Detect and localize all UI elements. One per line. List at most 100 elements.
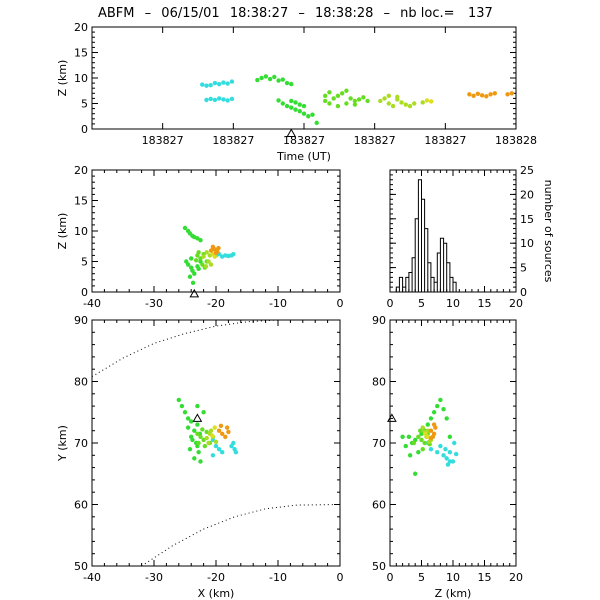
source-point xyxy=(293,107,298,112)
source-point xyxy=(206,440,211,446)
y-tick-label: 10 xyxy=(74,225,88,238)
source-point xyxy=(212,80,218,86)
source-point xyxy=(335,103,341,109)
source-point xyxy=(259,75,264,81)
source-point xyxy=(420,446,425,452)
source-point xyxy=(231,440,236,446)
time_height-panel: 0 5 10 15 20 Z (km) Time (UT) 183827 183827 18382… xyxy=(56,21,537,163)
x-tick-label: -20 xyxy=(207,297,225,310)
y-tick-label: 0 xyxy=(520,286,527,299)
source-point xyxy=(419,437,424,443)
source-point xyxy=(361,95,366,100)
x-tick-label: 183827 xyxy=(212,134,254,147)
source-point xyxy=(216,428,222,433)
source-point xyxy=(212,425,217,430)
source-point xyxy=(428,416,434,421)
x-tick-label: 5 xyxy=(418,571,425,584)
source-point xyxy=(204,97,209,103)
source-point xyxy=(233,450,239,455)
altitude_histogram-ylabel: number of sources xyxy=(542,180,555,283)
source-point xyxy=(276,78,281,83)
source-point xyxy=(431,422,437,427)
source-point xyxy=(210,433,215,438)
source-point xyxy=(267,76,273,82)
source-point xyxy=(435,450,440,455)
source-point xyxy=(479,93,485,98)
source-point xyxy=(263,74,269,79)
source-point xyxy=(416,434,421,440)
source-point xyxy=(276,98,281,103)
source-point xyxy=(443,446,448,452)
source-point xyxy=(217,81,222,87)
source-point xyxy=(306,114,311,119)
source-point xyxy=(488,92,493,97)
x-tick-label: 0 xyxy=(387,571,394,584)
source-point xyxy=(420,425,425,430)
figure-title: ABFM – 06/15/01 18:38:27 – 18:38:28 – nb… xyxy=(98,6,493,21)
source-point xyxy=(411,440,417,446)
source-point xyxy=(202,443,208,449)
source-point xyxy=(447,450,453,455)
source-point xyxy=(444,456,449,461)
source-point xyxy=(189,256,194,261)
source-point xyxy=(284,103,290,109)
source-point xyxy=(179,403,185,409)
source-point xyxy=(484,94,489,99)
source-point xyxy=(223,434,228,440)
station-marker-icon xyxy=(192,413,203,422)
yz_projection-xlabel: Z (km) xyxy=(435,587,472,600)
source-point xyxy=(323,98,328,104)
station-marker-icon xyxy=(387,413,397,422)
x-tick-label: -40 xyxy=(83,297,101,310)
source-point xyxy=(447,459,453,464)
y-tick-label: 20 xyxy=(74,21,88,34)
source-point xyxy=(441,406,446,412)
source-point xyxy=(192,456,197,461)
y-tick-label: 20 xyxy=(520,188,534,201)
source-point xyxy=(221,97,226,102)
yz_projection-panel: 50 60 70 80 90 0 5 10 15 20 Z (km) xyxy=(372,314,523,600)
source-point xyxy=(428,446,434,452)
source-point xyxy=(412,101,417,106)
y-tick-label: 60 xyxy=(372,499,386,512)
source-point xyxy=(289,81,294,87)
source-point xyxy=(382,96,387,101)
source-point xyxy=(213,250,219,256)
x-tick-label: 20 xyxy=(509,571,523,584)
source-point xyxy=(185,425,191,430)
source-point xyxy=(407,453,413,458)
title-start-time: 18:38:27 xyxy=(230,6,288,21)
source-point xyxy=(327,90,332,95)
title-station: ABFM xyxy=(98,6,135,21)
y-tick-label: 0 xyxy=(81,123,88,136)
source-point xyxy=(187,274,193,279)
source-point xyxy=(280,77,285,82)
source-point xyxy=(390,103,396,109)
y-tick-label: 20 xyxy=(74,164,88,177)
source-point xyxy=(196,266,201,272)
source-point xyxy=(198,434,203,440)
source-point xyxy=(424,98,430,103)
source-point xyxy=(431,410,437,415)
source-point xyxy=(395,94,400,100)
source-point xyxy=(204,435,209,441)
source-point xyxy=(204,250,209,255)
source-point xyxy=(208,428,214,433)
source-point xyxy=(225,81,230,86)
x-tick-label: -40 xyxy=(83,571,101,584)
source-point xyxy=(190,280,196,286)
source-point xyxy=(492,91,497,96)
x-tick-label: -30 xyxy=(145,297,163,310)
source-point xyxy=(386,93,391,99)
y-tick-label: 15 xyxy=(74,195,88,208)
x-tick-label: 183827 xyxy=(142,134,184,147)
x-tick-label: 183827 xyxy=(283,134,325,147)
source-point xyxy=(198,459,203,464)
source-point xyxy=(438,397,443,403)
range-ring xyxy=(141,504,341,567)
source-point xyxy=(187,446,193,452)
title-end-time: 18:38:28 xyxy=(315,6,373,21)
source-point xyxy=(182,410,188,415)
y-tick-label: 50 xyxy=(372,560,386,573)
